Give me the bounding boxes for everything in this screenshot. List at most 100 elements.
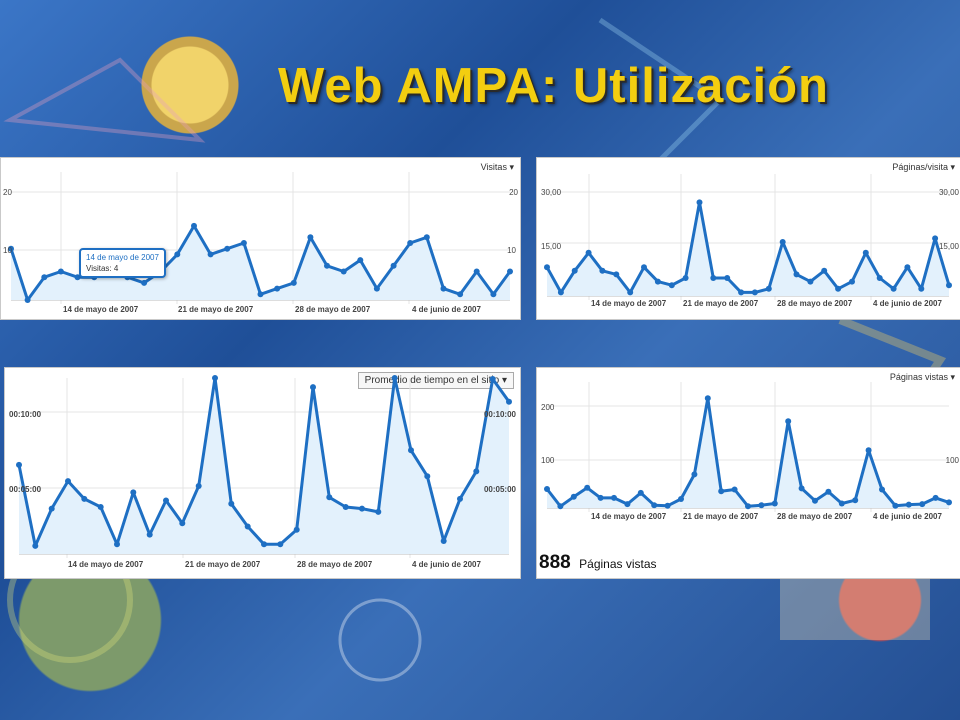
data-point[interactable] (310, 384, 316, 391)
data-point[interactable] (326, 494, 333, 501)
data-point[interactable] (751, 289, 758, 296)
data-point[interactable] (765, 285, 772, 292)
data-point[interactable] (946, 499, 952, 506)
data-point[interactable] (261, 541, 267, 548)
data-point[interactable] (473, 468, 480, 475)
data-point[interactable] (506, 398, 512, 405)
data-point[interactable] (651, 502, 658, 509)
metric-selector-visits[interactable]: Visitas ▾ (481, 162, 514, 173)
data-point[interactable] (624, 501, 631, 508)
data-point[interactable] (16, 461, 22, 468)
data-point[interactable] (544, 486, 550, 492)
data-point[interactable] (812, 497, 818, 504)
data-point[interactable] (490, 291, 497, 298)
data-point[interactable] (637, 489, 644, 496)
data-point[interactable] (244, 523, 251, 530)
data-point[interactable] (423, 234, 430, 241)
data-point[interactable] (146, 531, 153, 538)
data-point[interactable] (57, 268, 64, 275)
data-point[interactable] (228, 500, 235, 507)
data-point[interactable] (597, 494, 604, 501)
data-point[interactable] (710, 275, 717, 281)
data-point[interactable] (557, 289, 564, 296)
data-point[interactable] (290, 279, 297, 286)
data-point[interactable] (373, 285, 380, 292)
data-point[interactable] (507, 268, 513, 275)
data-point[interactable] (570, 493, 577, 500)
data-point[interactable] (599, 267, 606, 274)
data-point[interactable] (862, 249, 869, 256)
data-point[interactable] (489, 376, 496, 382)
data-point[interactable] (825, 488, 832, 495)
data-point[interactable] (544, 264, 550, 271)
data-point[interactable] (798, 485, 805, 492)
data-point[interactable] (771, 500, 778, 507)
data-point[interactable] (65, 478, 71, 485)
data-point[interactable] (407, 240, 414, 246)
data-point[interactable] (342, 504, 349, 510)
data-point[interactable] (892, 502, 899, 509)
data-point[interactable] (207, 251, 214, 258)
data-point[interactable] (114, 541, 120, 548)
data-point[interactable] (678, 496, 684, 502)
data-point[interactable] (876, 275, 883, 281)
data-point[interactable] (240, 240, 247, 246)
data-point[interactable] (274, 285, 281, 292)
data-point[interactable] (696, 199, 703, 206)
data-point[interactable] (130, 489, 137, 496)
data-point[interactable] (32, 542, 39, 549)
data-point[interactable] (821, 267, 828, 274)
data-point[interactable] (585, 249, 592, 256)
data-point[interactable] (195, 483, 202, 489)
data-point[interactable] (918, 285, 925, 292)
metric-selector-pages-per-visit[interactable]: Páginas/visita ▾ (892, 162, 955, 173)
data-point[interactable] (97, 504, 104, 510)
data-point[interactable] (731, 486, 738, 493)
data-point[interactable] (613, 271, 620, 278)
data-point[interactable] (212, 375, 218, 381)
data-point[interactable] (691, 471, 698, 478)
data-point[interactable] (163, 497, 169, 504)
data-point[interactable] (738, 289, 745, 296)
data-point[interactable] (307, 234, 314, 241)
data-point[interactable] (571, 267, 578, 274)
data-point[interactable] (904, 264, 911, 271)
data-point[interactable] (375, 508, 382, 515)
data-point[interactable] (179, 520, 186, 527)
data-point[interactable] (879, 486, 885, 493)
data-point[interactable] (682, 275, 689, 281)
data-point[interactable] (704, 395, 711, 402)
data-point[interactable] (664, 502, 671, 509)
data-point[interactable] (718, 488, 725, 495)
data-point[interactable] (641, 264, 647, 271)
data-point[interactable] (745, 503, 751, 510)
data-point[interactable] (849, 278, 855, 285)
data-point[interactable] (793, 271, 800, 278)
data-point[interactable] (779, 239, 786, 245)
data-point[interactable] (473, 268, 480, 275)
data-point[interactable] (807, 278, 814, 285)
data-point[interactable] (324, 262, 330, 269)
data-point[interactable] (668, 282, 675, 289)
data-point[interactable] (174, 251, 181, 258)
metric-selector-pageviews[interactable]: Páginas vistas ▾ (890, 372, 955, 383)
data-point[interactable] (919, 501, 926, 508)
data-point[interactable] (390, 262, 397, 269)
data-point[interactable] (224, 245, 231, 252)
data-point[interactable] (835, 285, 842, 292)
data-point[interactable] (408, 447, 414, 454)
data-point[interactable] (724, 275, 731, 281)
data-point[interactable] (257, 291, 264, 298)
data-point[interactable] (758, 502, 765, 509)
data-point[interactable] (932, 235, 939, 242)
data-point[interactable] (340, 268, 347, 275)
data-point[interactable] (359, 505, 365, 512)
data-point[interactable] (48, 505, 55, 512)
data-point[interactable] (424, 473, 431, 480)
data-point[interactable] (391, 375, 398, 381)
data-point[interactable] (932, 494, 939, 501)
data-point[interactable] (191, 222, 197, 229)
data-point[interactable] (440, 538, 447, 544)
data-point[interactable] (457, 291, 464, 298)
data-point[interactable] (946, 282, 952, 289)
